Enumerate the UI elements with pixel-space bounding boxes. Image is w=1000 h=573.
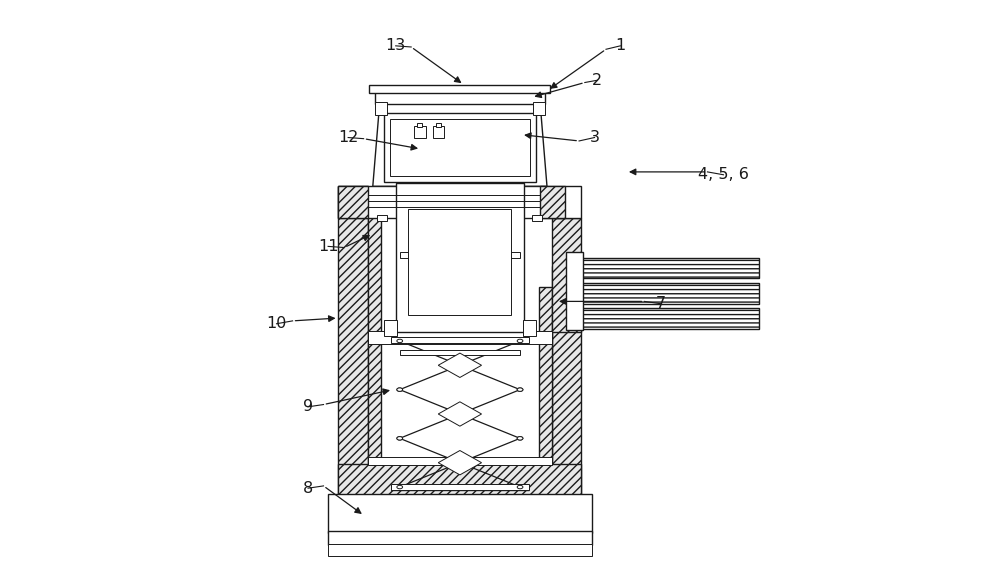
Bar xyxy=(581,258,759,278)
Bar xyxy=(328,531,592,545)
Text: 8: 8 xyxy=(303,481,313,496)
Bar xyxy=(417,123,422,127)
Ellipse shape xyxy=(517,339,523,343)
Bar xyxy=(433,126,444,138)
Ellipse shape xyxy=(397,388,403,391)
Bar xyxy=(581,308,759,329)
Bar xyxy=(338,186,581,218)
Bar xyxy=(552,218,581,332)
Bar xyxy=(391,124,529,129)
Bar xyxy=(436,123,441,127)
Bar xyxy=(581,283,759,304)
Text: 7: 7 xyxy=(655,296,666,311)
Ellipse shape xyxy=(397,388,403,391)
Bar xyxy=(377,215,387,221)
Bar xyxy=(414,126,426,138)
Bar xyxy=(523,320,536,336)
Bar xyxy=(581,258,759,278)
Polygon shape xyxy=(373,103,547,186)
Ellipse shape xyxy=(397,339,403,343)
Text: 11: 11 xyxy=(318,239,338,254)
Ellipse shape xyxy=(397,485,403,489)
Ellipse shape xyxy=(517,388,523,391)
Bar xyxy=(532,215,542,221)
Bar xyxy=(368,206,381,464)
Polygon shape xyxy=(438,353,482,378)
Bar xyxy=(552,266,581,496)
Bar xyxy=(400,350,520,355)
Text: 1: 1 xyxy=(615,38,625,53)
Bar xyxy=(391,484,529,490)
Text: 4, 5, 6: 4, 5, 6 xyxy=(698,167,749,182)
Bar xyxy=(338,186,368,218)
Bar xyxy=(384,113,536,182)
Bar xyxy=(369,85,550,93)
Bar xyxy=(368,331,552,344)
Text: 9: 9 xyxy=(303,399,313,414)
Bar xyxy=(408,209,511,315)
Polygon shape xyxy=(438,402,482,426)
Bar xyxy=(396,183,524,332)
Text: 3: 3 xyxy=(590,130,600,145)
Ellipse shape xyxy=(517,437,523,440)
Bar xyxy=(533,102,545,115)
Bar xyxy=(375,92,545,104)
Bar xyxy=(400,252,520,258)
Bar xyxy=(391,337,529,343)
Ellipse shape xyxy=(517,388,523,391)
Bar xyxy=(338,186,368,496)
Bar xyxy=(375,102,387,115)
Bar xyxy=(338,464,581,496)
Text: 2: 2 xyxy=(592,73,602,88)
Ellipse shape xyxy=(397,437,403,440)
Bar xyxy=(328,544,592,556)
Bar xyxy=(540,186,565,218)
Bar xyxy=(581,308,759,329)
Ellipse shape xyxy=(517,485,523,489)
Bar xyxy=(566,252,583,330)
Bar xyxy=(390,119,530,176)
Bar xyxy=(368,457,552,465)
Text: 13: 13 xyxy=(386,38,406,53)
Text: 12: 12 xyxy=(338,130,358,145)
Text: 10: 10 xyxy=(266,316,287,331)
Bar xyxy=(384,320,397,336)
Polygon shape xyxy=(438,450,482,475)
Bar xyxy=(581,283,759,304)
Ellipse shape xyxy=(397,437,403,440)
Bar xyxy=(328,494,592,533)
Bar xyxy=(539,286,552,464)
Ellipse shape xyxy=(517,437,523,440)
